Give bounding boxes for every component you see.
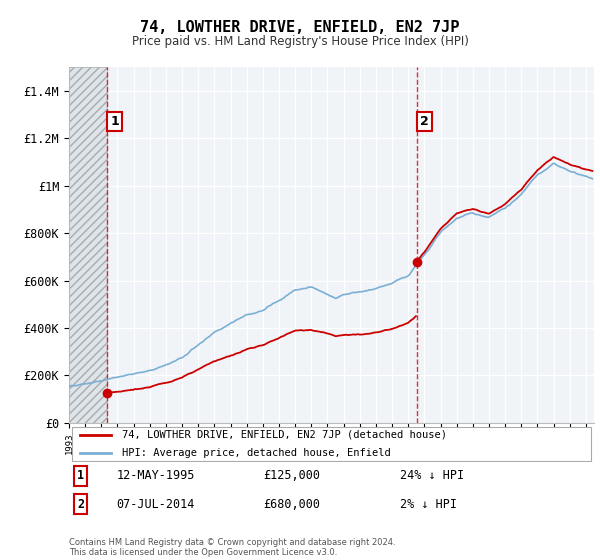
Text: 12-MAY-1995: 12-MAY-1995 xyxy=(116,469,194,482)
Text: £680,000: £680,000 xyxy=(263,498,320,511)
Text: 2% ↓ HPI: 2% ↓ HPI xyxy=(400,498,457,511)
Text: 2: 2 xyxy=(77,498,84,511)
Text: £125,000: £125,000 xyxy=(263,469,320,482)
Text: 1: 1 xyxy=(77,469,84,482)
FancyBboxPatch shape xyxy=(71,427,592,461)
Text: 24% ↓ HPI: 24% ↓ HPI xyxy=(400,469,464,482)
Bar xyxy=(69,67,107,423)
Text: 2: 2 xyxy=(420,115,428,128)
Text: Contains HM Land Registry data © Crown copyright and database right 2024.
This d: Contains HM Land Registry data © Crown c… xyxy=(69,538,395,557)
Text: HPI: Average price, detached house, Enfield: HPI: Average price, detached house, Enfi… xyxy=(121,448,390,458)
Bar xyxy=(69,67,107,423)
Text: 74, LOWTHER DRIVE, ENFIELD, EN2 7JP: 74, LOWTHER DRIVE, ENFIELD, EN2 7JP xyxy=(140,20,460,35)
Text: 07-JUL-2014: 07-JUL-2014 xyxy=(116,498,194,511)
Text: Price paid vs. HM Land Registry's House Price Index (HPI): Price paid vs. HM Land Registry's House … xyxy=(131,35,469,48)
Text: 74, LOWTHER DRIVE, ENFIELD, EN2 7JP (detached house): 74, LOWTHER DRIVE, ENFIELD, EN2 7JP (det… xyxy=(121,430,446,440)
Text: 1: 1 xyxy=(110,115,119,128)
